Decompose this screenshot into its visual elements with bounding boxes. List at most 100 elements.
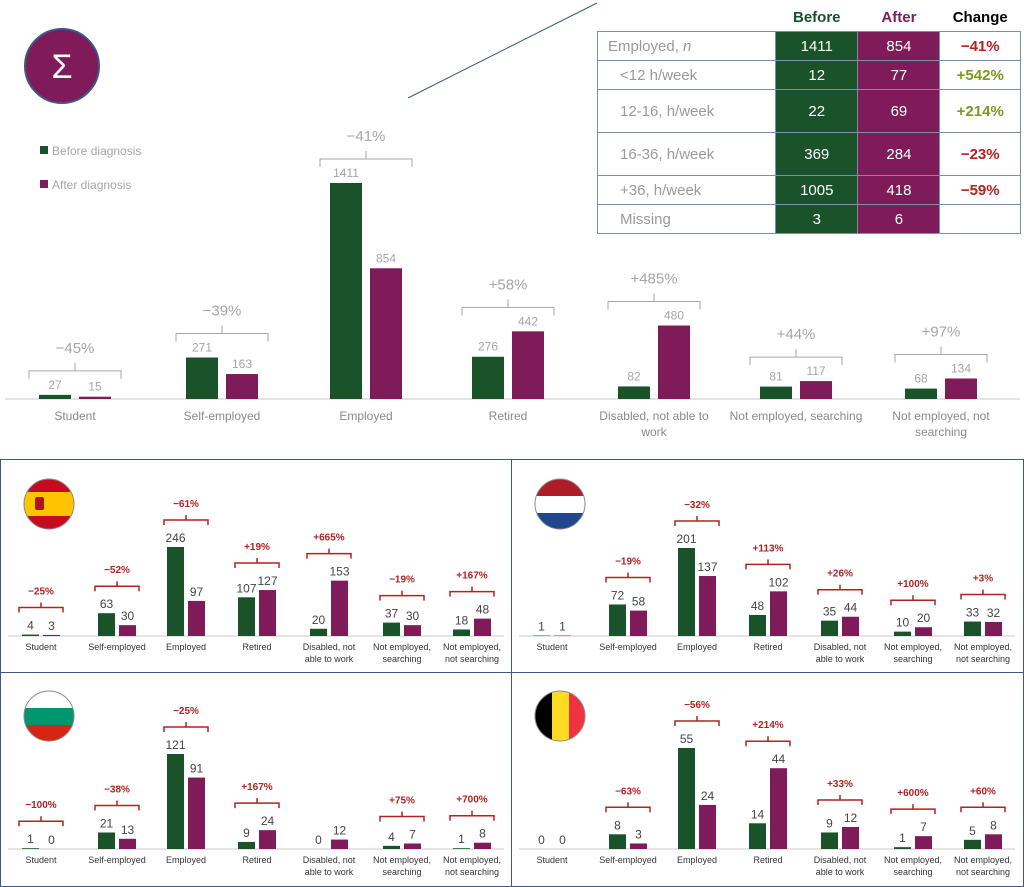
change-bracket xyxy=(175,325,269,342)
change-bracket xyxy=(163,722,209,732)
table-row: <12 h/week 12 77 +542% xyxy=(596,60,1021,90)
value-label-before: 72 xyxy=(611,588,625,602)
category-label: Self-employed xyxy=(184,409,261,423)
category-label: not searching xyxy=(956,654,1010,664)
value-label-before: 21 xyxy=(100,817,114,831)
value-label-after: 44 xyxy=(772,752,786,766)
value-label-before: 5 xyxy=(969,824,976,838)
value-label-after: 12 xyxy=(844,811,858,825)
cell-after: 418 xyxy=(857,175,941,205)
change-bracket xyxy=(234,558,280,569)
header-after: After xyxy=(881,8,917,26)
table-header-row: Before After Change xyxy=(598,3,1021,32)
connector-line xyxy=(407,2,598,99)
change-bracket xyxy=(745,559,791,570)
value-label-before: 18 xyxy=(455,613,469,627)
value-label-after: 24 xyxy=(701,789,715,803)
row-label: <12 h/week xyxy=(596,60,777,90)
bar-before xyxy=(749,614,766,636)
country-charts: 4 3Student−25%6330Self-employed−52%24697E… xyxy=(8,499,1015,877)
value-label-after: 480 xyxy=(664,309,684,323)
change-bracket xyxy=(18,816,64,827)
row-label: 12-16, h/week xyxy=(596,89,777,133)
category-label: Not employed, xyxy=(373,855,431,865)
value-label-before: 4 xyxy=(27,619,34,633)
cell-before: 369 xyxy=(775,132,859,176)
category-label: Not employed, xyxy=(443,855,501,865)
cell-after: 77 xyxy=(857,60,941,90)
category-label: Disabled, not able to xyxy=(599,409,709,423)
bar-before xyxy=(310,628,327,636)
category-label: work xyxy=(640,425,667,439)
table-row: Employed, n 1411 854 −41% xyxy=(596,31,1021,61)
value-label-after: 44 xyxy=(844,601,858,615)
bar-before xyxy=(453,629,470,636)
bar-before xyxy=(383,845,400,849)
value-label-after: 3 xyxy=(635,827,642,841)
bulgaria-flag-icon xyxy=(24,691,74,741)
cell-after: 854 xyxy=(857,31,941,61)
legend-label-before: Before diagnosis xyxy=(52,144,141,158)
bar-before xyxy=(472,356,504,399)
value-label-after: 32 xyxy=(987,606,1001,620)
cell-before: 22 xyxy=(775,89,859,133)
table-row: Missing 3 6 xyxy=(596,204,1021,234)
change-bracket xyxy=(28,362,122,379)
value-label-after: 91 xyxy=(190,762,204,776)
bar-after xyxy=(404,843,421,849)
value-label-before: 14 xyxy=(751,807,765,821)
change-bracket xyxy=(674,716,720,726)
cell-before: 1411 xyxy=(775,31,859,61)
spain-flag-icon xyxy=(24,479,74,529)
value-label-after: 13 xyxy=(121,823,135,837)
change-bracket xyxy=(817,794,863,805)
category-label: Not employed, xyxy=(954,642,1012,652)
value-label-before: 63 xyxy=(100,597,114,611)
change-label: +600% xyxy=(897,788,929,799)
value-label-after: 163 xyxy=(232,357,252,371)
category-label: Employed xyxy=(677,642,717,652)
bar-before xyxy=(22,634,39,636)
value-label-before: 33 xyxy=(966,606,980,620)
bar-after xyxy=(226,374,258,399)
category-label: searching xyxy=(893,867,932,877)
change-label: −25% xyxy=(28,587,54,598)
bar-after xyxy=(800,381,832,399)
cell-before: 1005 xyxy=(775,175,859,205)
change-label: +700% xyxy=(456,795,488,806)
bar-after xyxy=(985,834,1002,849)
change-bracket xyxy=(306,548,352,559)
bar-before xyxy=(39,394,71,399)
change-label: +19% xyxy=(244,542,270,553)
panel-netherlands xyxy=(511,459,1024,673)
value-label-before: 35 xyxy=(823,605,837,619)
category-label: Not employed, xyxy=(954,855,1012,865)
cell-change: −59% xyxy=(939,175,1021,205)
bar-after xyxy=(630,843,647,849)
value-label-after: 134 xyxy=(951,361,971,375)
category-label: Retired xyxy=(753,855,782,865)
change-bracket xyxy=(18,602,64,613)
table-row: +36, h/week 1005 418 −59% xyxy=(596,175,1021,205)
bar-after xyxy=(985,621,1002,636)
bar-after xyxy=(259,590,276,636)
change-label: +97% xyxy=(922,323,961,340)
belgium-flag-icon xyxy=(535,691,585,741)
change-label: −41% xyxy=(347,128,386,145)
bar-after xyxy=(770,768,787,849)
change-bracket xyxy=(379,811,425,822)
bar-before xyxy=(238,841,255,849)
header-before: Before xyxy=(792,8,841,26)
value-label-after: 30 xyxy=(406,609,420,623)
cell-change: −41% xyxy=(939,31,1021,61)
value-label-after: 153 xyxy=(329,565,349,579)
change-label: +100% xyxy=(897,579,929,590)
legend-swatch-before xyxy=(40,146,48,154)
value-label-before: 9 xyxy=(826,816,833,830)
value-label-after: 15 xyxy=(88,380,102,394)
value-label-before: 0 xyxy=(315,833,322,847)
category-label: Employed xyxy=(339,409,392,423)
value-label-before: 10 xyxy=(896,616,910,630)
category-label: Student xyxy=(536,642,568,652)
change-label: +75% xyxy=(389,796,415,807)
